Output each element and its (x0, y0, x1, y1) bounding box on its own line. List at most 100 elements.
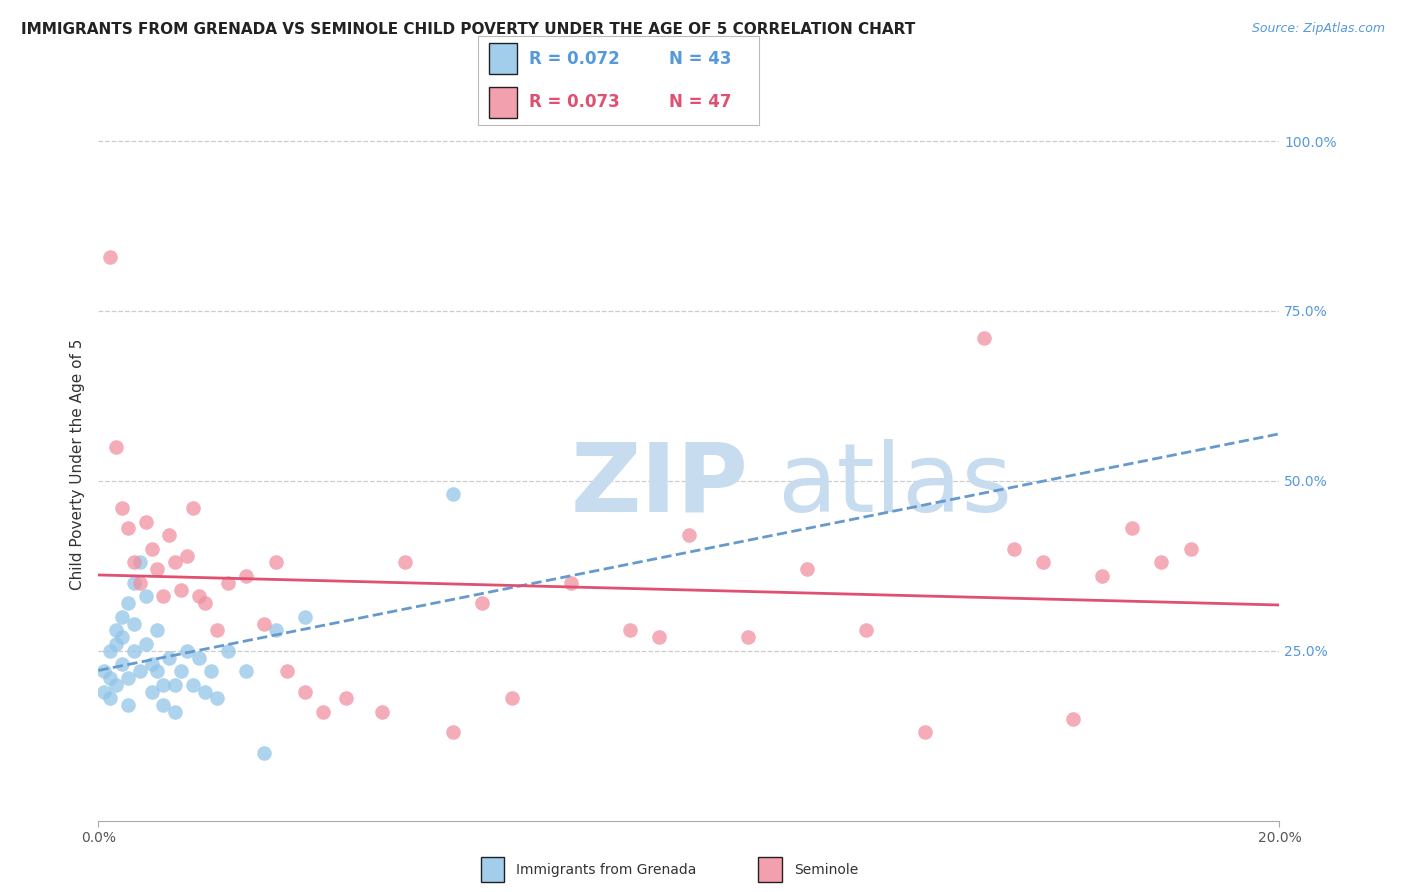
Point (111, 657, 134, 672)
Point (1062, 712, 1084, 726)
Point (165, 678, 187, 692)
Point (335, 691, 357, 706)
FancyBboxPatch shape (489, 87, 517, 118)
Point (235, 664, 257, 678)
Point (93, 664, 115, 678)
Point (294, 684, 316, 698)
Point (128, 555, 150, 569)
Point (141, 541, 163, 556)
Point (678, 528, 700, 542)
Point (105, 678, 128, 692)
Point (1002, 541, 1025, 556)
Point (294, 609, 316, 624)
Point (194, 684, 217, 698)
Point (205, 624, 228, 638)
Point (152, 698, 174, 712)
Point (111, 630, 134, 644)
Point (111, 609, 134, 624)
Point (1121, 521, 1143, 535)
Point (122, 644, 145, 658)
Point (141, 684, 163, 698)
Point (441, 725, 464, 739)
Point (105, 440, 128, 454)
Point (1091, 569, 1114, 583)
Point (737, 630, 759, 644)
Point (93, 684, 115, 698)
Point (98, 250, 121, 264)
Point (98, 691, 121, 706)
Text: ZIP: ZIP (571, 439, 749, 532)
Point (394, 555, 416, 569)
Point (914, 725, 936, 739)
Point (146, 562, 169, 576)
Text: N = 43: N = 43 (669, 50, 731, 68)
Point (105, 637, 128, 651)
Point (105, 624, 128, 638)
Text: R = 0.072: R = 0.072 (529, 50, 620, 68)
Text: Immigrants from Grenada: Immigrants from Grenada (516, 863, 696, 877)
Point (471, 596, 494, 610)
Point (217, 575, 239, 590)
Point (165, 705, 187, 719)
Point (157, 650, 180, 665)
Point (146, 624, 169, 638)
Point (276, 664, 298, 678)
Point (648, 630, 671, 644)
Point (217, 644, 239, 658)
Point (1150, 555, 1173, 569)
Y-axis label: Child Poverty Under the Age of 5: Child Poverty Under the Age of 5 (69, 338, 84, 590)
Point (111, 501, 134, 516)
Text: Source: ZipAtlas.com: Source: ZipAtlas.com (1251, 22, 1385, 36)
Point (205, 691, 228, 706)
Point (187, 650, 209, 665)
Point (122, 616, 145, 631)
Point (98, 671, 121, 685)
Point (1180, 541, 1202, 556)
Point (135, 637, 157, 651)
Text: N = 47: N = 47 (669, 93, 731, 111)
Text: IMMIGRANTS FROM GRENADA VS SEMINOLE CHILD POVERTY UNDER THE AGE OF 5 CORRELATION: IMMIGRANTS FROM GRENADA VS SEMINOLE CHIL… (21, 22, 915, 37)
FancyBboxPatch shape (758, 857, 782, 882)
Point (117, 521, 139, 535)
Point (170, 582, 193, 597)
Point (235, 569, 257, 583)
Point (200, 664, 222, 678)
Point (157, 528, 180, 542)
Text: atlas: atlas (778, 439, 1012, 532)
FancyBboxPatch shape (481, 857, 505, 882)
Point (187, 590, 209, 604)
Point (128, 664, 150, 678)
Point (141, 657, 163, 672)
Point (152, 590, 174, 604)
Point (441, 487, 464, 501)
Point (146, 664, 169, 678)
Point (264, 624, 287, 638)
Point (122, 555, 145, 569)
Point (253, 616, 276, 631)
Point (253, 746, 276, 760)
Text: Seminole: Seminole (794, 863, 858, 877)
Point (312, 705, 335, 719)
Point (117, 671, 139, 685)
FancyBboxPatch shape (489, 43, 517, 74)
Point (619, 624, 641, 638)
Point (194, 596, 217, 610)
Point (264, 555, 287, 569)
Point (371, 705, 394, 719)
Point (796, 562, 818, 576)
Point (181, 678, 204, 692)
Point (135, 590, 157, 604)
Point (560, 575, 582, 590)
Point (122, 575, 145, 590)
Point (117, 698, 139, 712)
Point (152, 678, 174, 692)
Point (176, 644, 198, 658)
Point (165, 555, 187, 569)
Point (1032, 555, 1054, 569)
Point (181, 501, 204, 516)
Point (855, 624, 877, 638)
Point (135, 515, 157, 529)
Point (128, 575, 150, 590)
Point (501, 691, 523, 706)
Point (176, 549, 198, 563)
